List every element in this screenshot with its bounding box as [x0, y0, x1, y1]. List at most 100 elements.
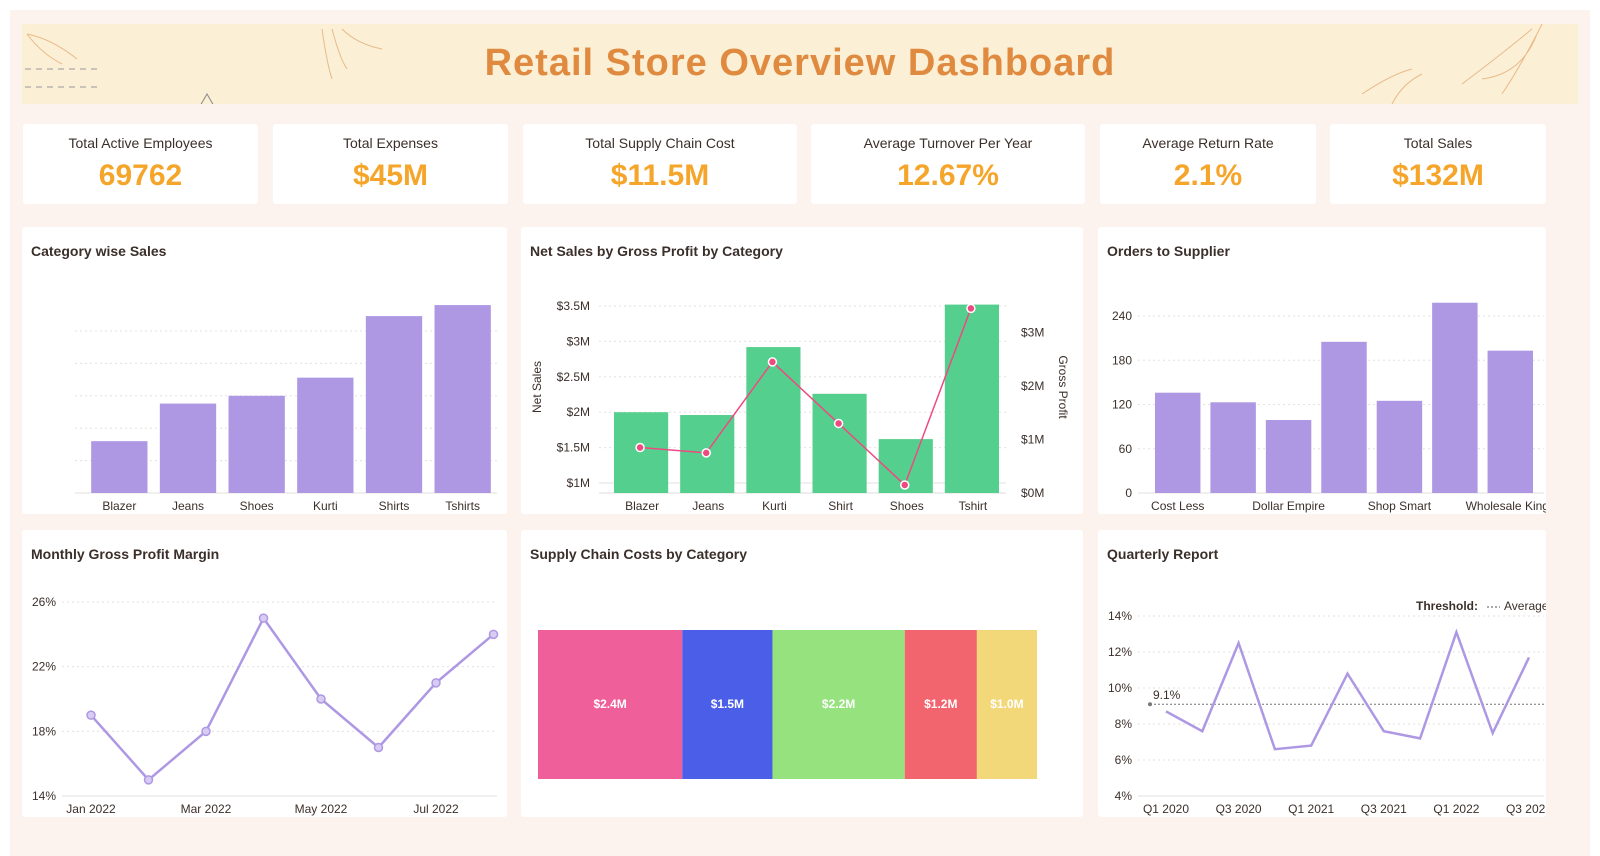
kpi-label: Average Return Rate — [1142, 135, 1274, 151]
x-tick-label: Q1 2020 — [1143, 802, 1189, 816]
card-orders-supplier: Orders to Supplier 0 60 120 180 240 Cost Less D… — [1098, 227, 1555, 514]
treemap-cell — [772, 630, 905, 779]
margin-line — [90, 615, 495, 782]
y-tick-label: 22% — [32, 660, 56, 674]
y2-tick-label: $3M — [1021, 326, 1044, 340]
legend-threshold-label: Threshold: — [1416, 599, 1478, 613]
dashboard: Retail Store Overview Dashboard Total Ac… — [0, 10, 1590, 856]
header-banner: Retail Store Overview Dashboard — [22, 24, 1578, 104]
orders-chart: 0 60 120 180 240 Cost Less Dollar Empire Shop S… — [1112, 302, 1555, 513]
margin-point — [258, 613, 269, 623]
page-title: Retail Store Overview Dashboard — [484, 42, 1116, 84]
bar — [297, 377, 354, 493]
x-tick-label: Shirts — [379, 499, 410, 513]
bar — [812, 393, 867, 493]
monthly-margin-chart: 14% 18% 22% 26% Jan 2022 Mar 2022 May 2022 Jul … — [32, 595, 499, 816]
y-tick-label: $1.5M — [557, 441, 590, 455]
chart-title: Net Sales by Gross Profit by Category — [530, 243, 783, 259]
card-quarterly-report: Quarterly Report 4% 6% 8% 10% 12% 14% 9.1% Q1 20… — [1098, 530, 1552, 817]
chart-title: Category wise Sales — [31, 243, 167, 259]
treemap-cell — [904, 630, 977, 779]
x-tick-label: Blazer — [625, 499, 659, 513]
kpi-value: 69762 — [98, 159, 183, 192]
treemap-label: $1.0M — [990, 697, 1023, 711]
y-tick-label: 14% — [32, 789, 56, 803]
card-category-sales: Category wise Sales $0$500K$1M$1.5M$2M$2.… — [0, 227, 507, 514]
treemap-label: $1.5M — [711, 697, 744, 711]
net-sales-chart: $1M $1.5M $2M $2.5M $3M $3.5M $0M $1M $2M $3M Blaz… — [530, 299, 1070, 513]
bar — [1265, 419, 1312, 493]
x-tick-label: Shirt — [828, 499, 853, 513]
x-tick-label: Jul 2022 — [413, 802, 459, 816]
chart-title: Quarterly Report — [1107, 546, 1219, 562]
y-tick-label: 10% — [1108, 681, 1132, 695]
kpi-average-turnover: Average Turnover Per Year 12.67% — [811, 124, 1085, 204]
y-tick-label: 180 — [1112, 353, 1132, 367]
treemap-cell — [538, 630, 683, 779]
bar — [228, 395, 285, 493]
bar — [614, 412, 669, 493]
bar — [1487, 350, 1534, 493]
margin-point — [488, 629, 499, 640]
x-tick-label: Q3 2020 — [1216, 802, 1262, 816]
y-tick-label: 14% — [1108, 609, 1132, 623]
x-tick-label: Shoes — [240, 499, 274, 513]
y-tick-label: 18% — [32, 724, 56, 738]
gross-profit-point — [966, 303, 976, 314]
chart-title: Orders to Supplier — [1107, 243, 1230, 259]
x-tick-label: Shop Smart — [1368, 499, 1432, 513]
quarterly-line — [1165, 628, 1531, 751]
y-tick-label: $1M — [567, 476, 590, 490]
legend-average-label: Average — [1504, 599, 1546, 613]
y2-tick-label: $2M — [1021, 379, 1044, 393]
kpi-label: Average Turnover Per Year — [863, 135, 1033, 151]
margin-point — [316, 694, 326, 704]
bar — [1376, 400, 1423, 493]
y-tick-label: 0 — [1125, 486, 1132, 500]
chart-title: Supply Chain Costs by Category — [530, 546, 748, 562]
y2-axis-label: Gross Profit — [1056, 355, 1070, 419]
margin-point — [201, 726, 211, 737]
margin-point — [143, 775, 154, 785]
y-tick-label: $2.5M — [557, 370, 590, 384]
kpi-label: Total Expenses — [343, 135, 438, 151]
treemap-label: $1.2M — [924, 697, 957, 711]
bar — [944, 304, 999, 493]
kpi-label: Total Sales — [1403, 135, 1473, 151]
x-tick-label: Jan 2022 — [66, 802, 116, 816]
x-tick-label: Shoes — [890, 499, 924, 513]
x-tick-label: Q3 2021 — [1361, 802, 1407, 816]
gross-profit-point — [701, 448, 711, 458]
y-tick-label: 120 — [1112, 398, 1132, 412]
kpi-value: $132M — [1392, 159, 1484, 192]
treemap-cell — [976, 630, 1037, 779]
kpi-label: Total Active Employees — [68, 135, 213, 151]
x-tick-label: Wholesale Kings — [1466, 499, 1546, 513]
category-sales-chart: $0$500K$1M$1.5M$2M$2.5MBlazerJeansShoesK… — [0, 305, 497, 513]
x-tick-label: May 2022 — [295, 802, 348, 816]
y-tick-label: 60 — [1119, 442, 1133, 456]
bar — [1321, 341, 1367, 493]
y-tick-label: 6% — [1115, 753, 1133, 767]
y-tick-label: $3M — [567, 334, 590, 348]
gross-profit-point — [635, 442, 645, 453]
card-supply-chain: Supply Chain Costs by Category $2.4M $1.5M… — [521, 530, 1083, 817]
kpi-total-sales: Total Sales $132M — [1330, 124, 1546, 204]
bar — [746, 347, 801, 493]
x-tick-label: Dollar Empire — [1252, 499, 1325, 513]
margin-point — [431, 678, 441, 688]
card-monthly-margin: Monthly Gross Profit Margin 14% 18% 22% 26% J… — [22, 530, 507, 817]
supply-chain-treemap: $2.4M $1.5M $2.2M $1.2M $1.0M — [538, 630, 1037, 779]
gross-profit-point — [900, 480, 910, 490]
chart-title: Monthly Gross Profit Margin — [31, 546, 220, 562]
quarterly-chart: 4% 6% 8% 10% 12% 14% 9.1% Q1 2020 Q3 2020 Q1 2021… — [1108, 599, 1552, 816]
kpi-value: 2.1% — [1173, 159, 1243, 192]
treemap-label: $2.2M — [822, 697, 855, 711]
x-tick-label: Mar 2022 — [181, 802, 232, 816]
x-tick-label: Kurti — [762, 499, 787, 513]
kpi-average-return-rate: Average Return Rate 2.1% — [1100, 124, 1316, 204]
y-tick-label: 12% — [1108, 645, 1132, 659]
x-tick-label: Tshirt — [959, 499, 988, 513]
x-tick-label: Cost Less — [1151, 499, 1204, 513]
kpi-value: 12.67% — [897, 159, 999, 192]
